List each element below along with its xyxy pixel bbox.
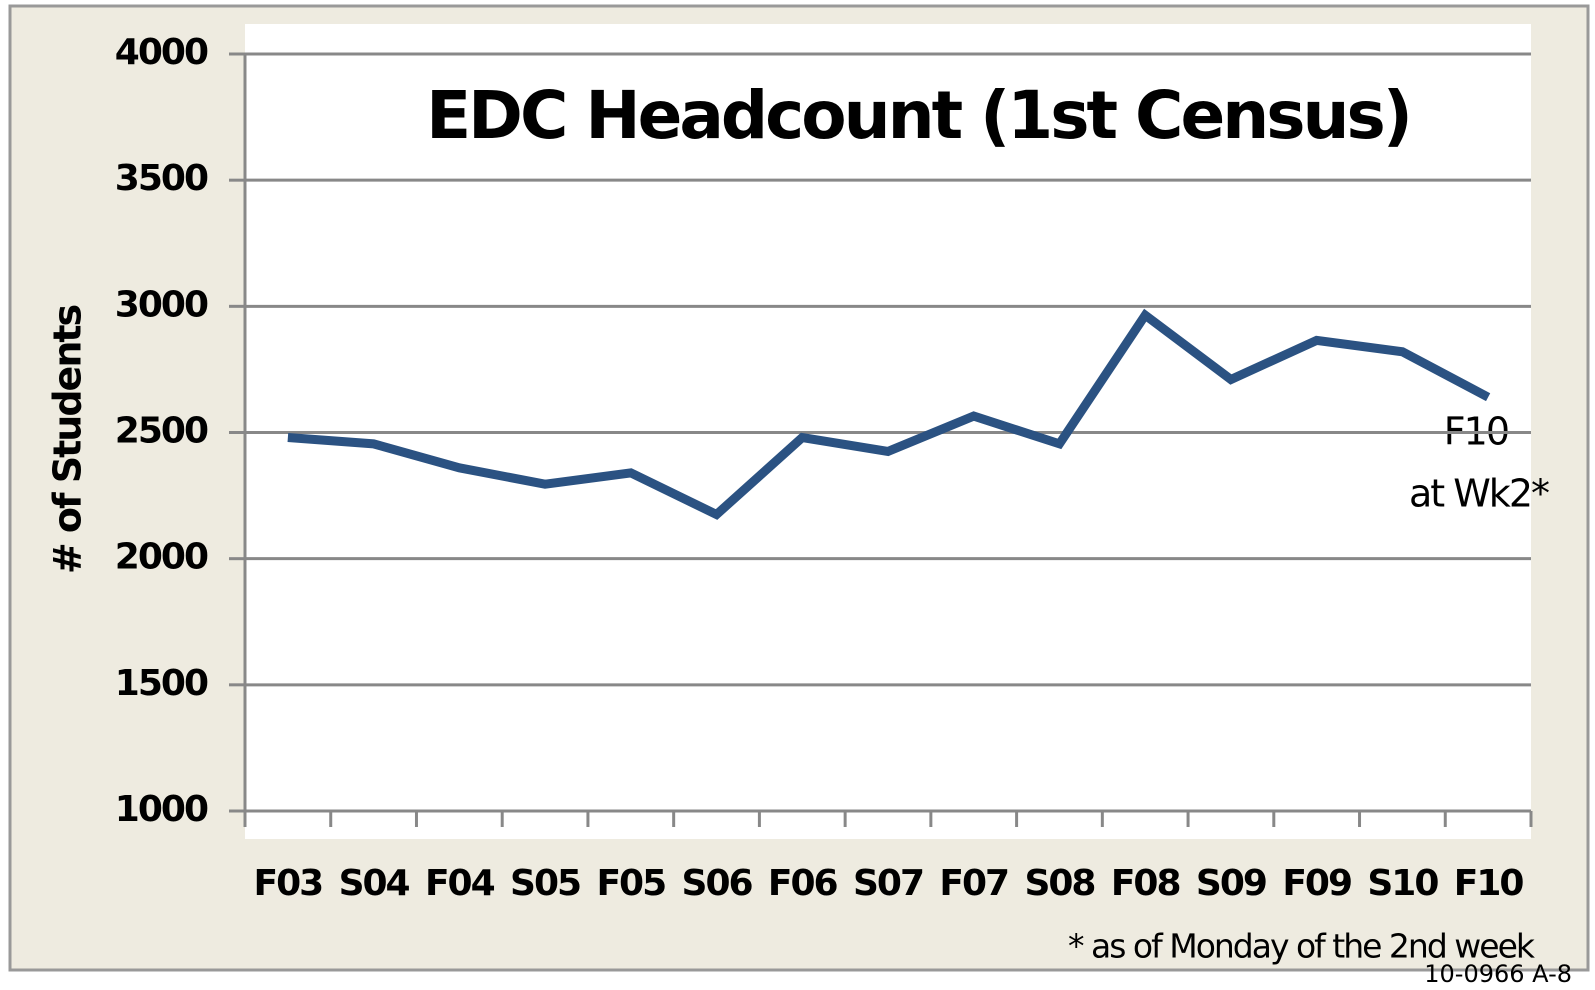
- data-line: [287, 308, 1491, 520]
- x-tick-label: F10: [1454, 863, 1524, 904]
- y-tick-label: 2500: [115, 411, 208, 452]
- x-tick-label: F05: [596, 863, 665, 904]
- x-tick-label: S06: [682, 863, 753, 904]
- y-tick-label: 2000: [115, 537, 208, 578]
- y-tick-label: 1000: [115, 789, 208, 830]
- chart-title: EDC Headcount (1st Census): [426, 77, 1410, 154]
- x-tick-label: S04: [339, 863, 410, 904]
- annotation: at Wk2*: [1409, 472, 1549, 516]
- y-tick-label: 4000: [115, 32, 208, 73]
- footnote: * as of Monday of the 2nd week: [1068, 927, 1536, 966]
- y-tick-label: 3500: [115, 158, 208, 199]
- x-tick-label: S10: [1367, 863, 1438, 904]
- x-tick-label: F09: [1282, 863, 1351, 904]
- x-tick-label: F07: [939, 863, 1008, 904]
- x-tick-label: S08: [1024, 863, 1094, 904]
- x-tick-label: S05: [510, 863, 580, 904]
- x-tick-label: S09: [1196, 863, 1266, 904]
- x-tick-label: F03: [254, 863, 323, 904]
- y-tick-label: 1500: [115, 663, 208, 704]
- code-label: 10-0966 A-8: [1424, 960, 1572, 986]
- y-axis-label: # of Students: [46, 305, 90, 574]
- x-tick-label: S07: [853, 863, 923, 904]
- x-tick-label: F04: [425, 863, 495, 904]
- y-tick-label: 3000: [115, 284, 208, 325]
- x-tick-label: F08: [1111, 863, 1180, 904]
- x-tick-label: F06: [768, 863, 838, 904]
